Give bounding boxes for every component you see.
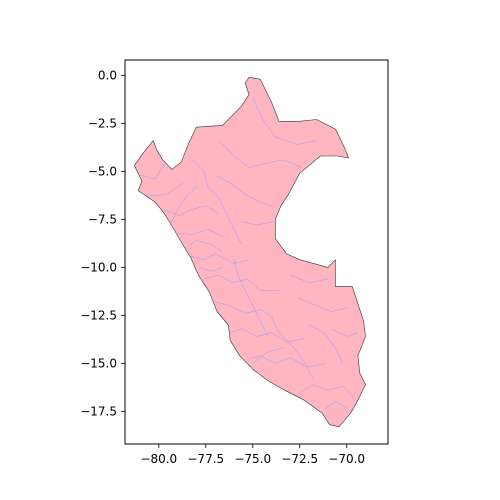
district-boundary (252, 98, 317, 145)
country-region (134, 77, 366, 428)
district-boundary (169, 186, 197, 226)
district-boundary (331, 328, 358, 337)
district-boundary (184, 240, 223, 253)
y-tick-label: 0.0 (98, 68, 117, 82)
district-boundary (308, 324, 344, 364)
x-tick-label: −80.0 (140, 452, 177, 466)
district-boundary (297, 297, 349, 312)
y-tick-label: −12.5 (80, 308, 117, 322)
x-axis: −80.0 −77.5 −75.0 −72.5 −70.0 (140, 444, 365, 466)
x-tick-label: −72.5 (281, 452, 318, 466)
district-boundary (215, 174, 272, 207)
district-boundary (218, 140, 302, 168)
district-boundary (215, 301, 274, 318)
district-boundary (147, 182, 184, 197)
y-tick-label: −17.5 (80, 404, 117, 418)
map-layer (134, 77, 366, 428)
district-boundary (192, 159, 242, 245)
y-axis: 0.0 −2.5 −5.0 −7.5 −10.0 −12.5 −15.0 −17.5 (80, 68, 125, 418)
district-boundary (252, 347, 283, 364)
district-boundary (241, 221, 276, 226)
district-boundary (323, 401, 347, 410)
district-boundary (139, 163, 165, 180)
y-tick-label: −7.5 (88, 212, 117, 226)
x-tick-label: −75.0 (234, 452, 271, 466)
district-boundary (297, 384, 355, 399)
y-tick-label: −2.5 (88, 116, 117, 130)
district-boundary (230, 328, 306, 343)
district-boundary (247, 355, 327, 368)
x-tick-label: −70.0 (328, 452, 365, 466)
x-tick-label: −77.5 (187, 452, 224, 466)
axes-frame (124, 59, 389, 445)
district-boundary (164, 205, 220, 216)
y-tick-label: −15.0 (80, 356, 117, 370)
district-boundary (271, 317, 314, 379)
district-boundary (177, 228, 223, 237)
y-tick-label: −10.0 (80, 260, 117, 274)
district-boundary (200, 267, 223, 272)
district-boundary (290, 274, 328, 283)
y-tick-label: −5.0 (88, 164, 117, 178)
district-boundary (188, 253, 250, 264)
district-boundary (233, 259, 269, 337)
district-boundary (203, 274, 279, 291)
